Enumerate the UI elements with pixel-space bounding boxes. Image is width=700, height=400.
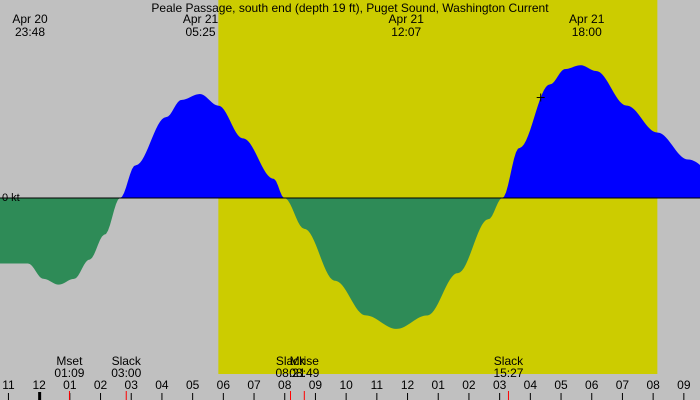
hour-tick-label: 08: [278, 378, 292, 392]
zero-knot-label: 0 kt: [2, 192, 20, 204]
top-label-time: 12:07: [391, 25, 422, 39]
flood-current-area: [0, 65, 700, 198]
top-time-label: Apr 21 12:07: [376, 13, 436, 39]
hour-tick-label: 04: [524, 378, 538, 392]
event-label: Mset 01:09: [44, 355, 94, 379]
hour-tick-label: 12: [32, 378, 46, 392]
top-time-label: Apr 21 05:25: [171, 13, 231, 39]
hour-tick-label: 11: [371, 378, 384, 392]
event-label: Mrise 08:49: [279, 355, 329, 379]
top-label-date: Apr 21: [182, 12, 219, 26]
hour-tick-label: 05: [554, 378, 568, 392]
hour-tick-label: 04: [155, 378, 169, 392]
event-name: Slack: [275, 354, 306, 368]
event-name: Slack: [111, 354, 141, 368]
event-time: 15:27: [493, 366, 524, 380]
event-time: 01:09: [54, 366, 85, 380]
event-time: 08:49: [289, 366, 320, 380]
top-label-date: Apr 21: [388, 12, 424, 26]
hour-tick-label: 03: [125, 378, 139, 392]
hour-tick-label: 07: [616, 378, 630, 392]
top-label-date: Apr 20: [12, 12, 48, 26]
top-time-label: Apr 21 18:00: [557, 13, 617, 39]
hour-tick-label: 11: [2, 378, 15, 392]
event-label: Slack 15:27: [483, 355, 533, 379]
midnight-marker: [38, 392, 42, 400]
event-time: 03:00: [111, 366, 142, 380]
hour-tick-label: 06: [217, 378, 231, 392]
hour-tick-label: 09: [677, 378, 691, 392]
hour-tick-label: 01: [432, 378, 446, 392]
hour-tick-label: 05: [186, 378, 200, 392]
event-name: Mset: [56, 354, 83, 368]
event-name: Mrise: [289, 354, 319, 368]
chart-title: Peale Passage, south end (depth 19 ft), …: [151, 1, 549, 15]
event-label: Slack 03:00: [101, 355, 151, 379]
top-label-time: 23:48: [14, 25, 46, 39]
hour-tick-label: 06: [585, 378, 599, 392]
top-label-date: Apr 21: [569, 12, 605, 26]
hour-tick-label: 09: [309, 378, 323, 392]
hour-tick-label: 02: [94, 378, 108, 392]
hour-tick-label: 08: [646, 378, 660, 392]
event-name: Slack: [493, 354, 524, 368]
top-label-time: 05:25: [185, 25, 216, 39]
hour-tick-label: 07: [247, 378, 261, 392]
event-label: Slack 08:21: [265, 355, 315, 379]
top-label-time: 18:00: [571, 25, 602, 39]
hour-tick-label: 03: [493, 378, 507, 392]
top-time-label: Apr 20 23:48: [0, 13, 60, 39]
event-time: 08:21: [275, 366, 306, 380]
hour-tick-label: 12: [401, 378, 415, 392]
hour-tick-label: 10: [339, 378, 353, 392]
ebb-current-area: [0, 198, 700, 329]
hour-tick-label: 01: [63, 378, 77, 392]
hour-tick-label: 02: [462, 378, 476, 392]
